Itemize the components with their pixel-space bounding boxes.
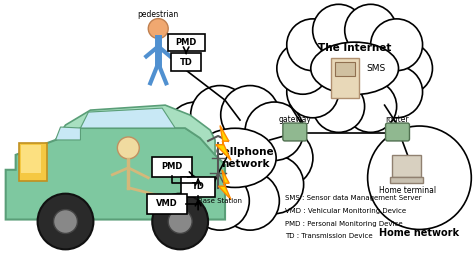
Text: TD : Transmission Device: TD : Transmission Device	[285, 233, 373, 239]
Text: The Internet: The Internet	[318, 43, 392, 54]
Text: Home network: Home network	[379, 228, 459, 239]
Polygon shape	[55, 127, 81, 140]
FancyBboxPatch shape	[168, 33, 205, 51]
Text: TD: TD	[180, 58, 192, 67]
FancyBboxPatch shape	[181, 177, 215, 197]
FancyBboxPatch shape	[21, 145, 41, 173]
Text: SMS: SMS	[366, 64, 386, 73]
Text: Cellphone
network: Cellphone network	[216, 147, 274, 169]
Polygon shape	[55, 105, 215, 155]
FancyBboxPatch shape	[335, 62, 355, 76]
Polygon shape	[219, 170, 231, 200]
Text: gateway: gateway	[278, 115, 311, 123]
FancyBboxPatch shape	[283, 123, 307, 141]
Text: VMD: VMD	[156, 199, 178, 208]
Circle shape	[118, 137, 139, 159]
Circle shape	[37, 194, 93, 249]
Circle shape	[54, 210, 77, 233]
FancyBboxPatch shape	[171, 54, 201, 71]
FancyBboxPatch shape	[147, 194, 187, 213]
Text: pedestrian: pedestrian	[137, 10, 179, 19]
Text: SMS : Sensor data Management Server: SMS : Sensor data Management Server	[285, 195, 421, 201]
FancyBboxPatch shape	[18, 143, 46, 181]
Text: PMD : Personal Monitoring Device: PMD : Personal Monitoring Device	[285, 221, 402, 227]
Text: PMD: PMD	[175, 38, 197, 47]
Circle shape	[168, 210, 192, 233]
Text: TD: TD	[191, 182, 205, 191]
Circle shape	[152, 194, 208, 249]
Polygon shape	[216, 126, 231, 160]
FancyBboxPatch shape	[392, 155, 421, 177]
Polygon shape	[81, 108, 175, 128]
FancyBboxPatch shape	[152, 157, 192, 177]
Text: VMD : Vehicular Monitoring Device: VMD : Vehicular Monitoring Device	[285, 207, 406, 213]
Text: PMD: PMD	[162, 162, 183, 171]
Text: router: router	[386, 115, 410, 123]
FancyBboxPatch shape	[385, 123, 410, 141]
Circle shape	[368, 126, 471, 229]
FancyBboxPatch shape	[331, 58, 359, 98]
Text: Base Station: Base Station	[198, 198, 242, 204]
FancyBboxPatch shape	[390, 177, 423, 183]
Text: Home terminal: Home terminal	[379, 186, 436, 195]
Polygon shape	[6, 128, 225, 220]
Circle shape	[148, 19, 168, 38]
